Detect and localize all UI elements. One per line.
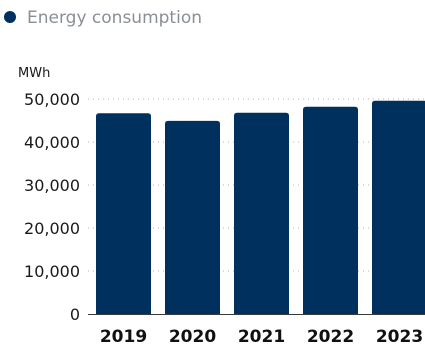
y-tick-label: 40,000 bbox=[24, 133, 80, 152]
bar-2023 bbox=[372, 100, 425, 314]
x-tick-label-2019: 2019 bbox=[100, 327, 147, 347]
bar-2020 bbox=[165, 120, 220, 315]
legend: Energy consumption bbox=[4, 8, 202, 28]
x-tick-label-2023: 2023 bbox=[376, 327, 423, 347]
y-tick-label: 30,000 bbox=[24, 176, 80, 195]
bar-2019 bbox=[96, 113, 151, 314]
x-axis-ticks: 2019 2020 2021 2022 2023 bbox=[100, 327, 423, 347]
legend-marker-energy-consumption bbox=[4, 11, 16, 23]
x-tick-label-2021: 2021 bbox=[238, 327, 285, 347]
y-tick-label: 10,000 bbox=[24, 262, 80, 281]
gridlines bbox=[88, 98, 425, 272]
y-tick-label: 20,000 bbox=[24, 219, 80, 238]
x-tick-label-2020: 2020 bbox=[169, 327, 216, 347]
x-tick-label-2022: 2022 bbox=[307, 327, 354, 347]
y-tick-label: 50,000 bbox=[24, 90, 80, 109]
bar-2022 bbox=[303, 106, 358, 315]
y-axis-ticks: 0 10,000 20,000 30,000 40,000 50,000 bbox=[24, 90, 80, 324]
y-axis-unit-label: MWh bbox=[18, 66, 50, 81]
y-tick-label: 0 bbox=[70, 305, 80, 324]
bars bbox=[96, 100, 425, 315]
legend-label-energy-consumption: Energy consumption bbox=[27, 8, 202, 28]
bar-2021 bbox=[234, 112, 289, 314]
